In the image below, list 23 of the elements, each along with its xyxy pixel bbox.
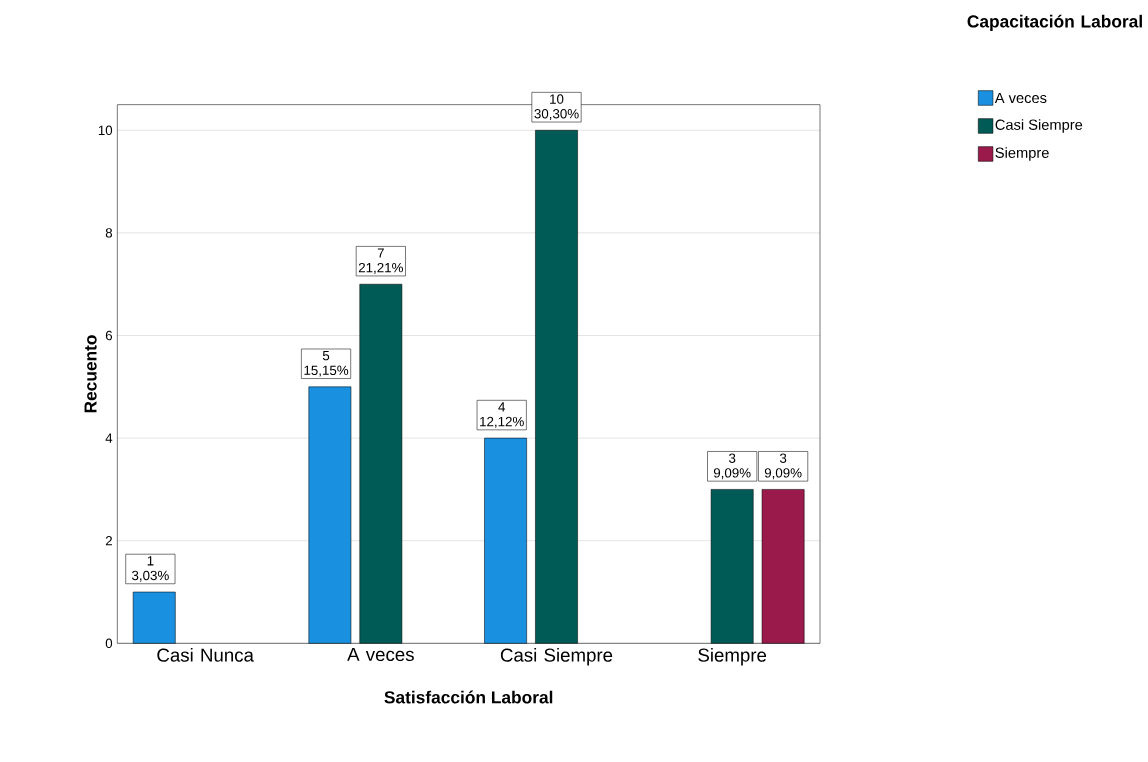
legend-label: A veces bbox=[994, 92, 1047, 104]
data-label: 5 15,15% bbox=[304, 350, 349, 377]
legend-label: Casi Siempre bbox=[995, 119, 1083, 133]
data-label: 1 3,03% bbox=[131, 556, 169, 582]
y-tick-label: 2 bbox=[105, 536, 112, 546]
y-tick-label: 4 bbox=[105, 433, 113, 443]
data-label: 3 9,09% bbox=[764, 453, 802, 480]
x-tick-label: Casi Siempre bbox=[500, 648, 613, 666]
data-label: 7 21,21% bbox=[358, 248, 403, 274]
y-axis-title: Recuento bbox=[84, 335, 97, 413]
data-label: 3 9,09% bbox=[713, 453, 751, 480]
x-tick-label: Casi Nunca bbox=[157, 648, 254, 662]
x-axis-title: Satisfacción Laboral bbox=[384, 690, 553, 704]
x-tick-label: A veces bbox=[347, 648, 414, 662]
x-tick-label: Siempre bbox=[698, 648, 767, 666]
data-label: 10 30,30% bbox=[534, 94, 579, 121]
legend-title: Capacitación Laboral bbox=[967, 14, 1142, 31]
y-tick-label: 0 bbox=[105, 638, 113, 649]
legend-label: Siempre bbox=[995, 147, 1049, 161]
y-tick-label: 6 bbox=[105, 330, 113, 341]
y-tick-label: 10 bbox=[98, 125, 113, 136]
data-label: 4 12,12% bbox=[480, 402, 524, 428]
y-tick-label: 8 bbox=[105, 228, 113, 238]
